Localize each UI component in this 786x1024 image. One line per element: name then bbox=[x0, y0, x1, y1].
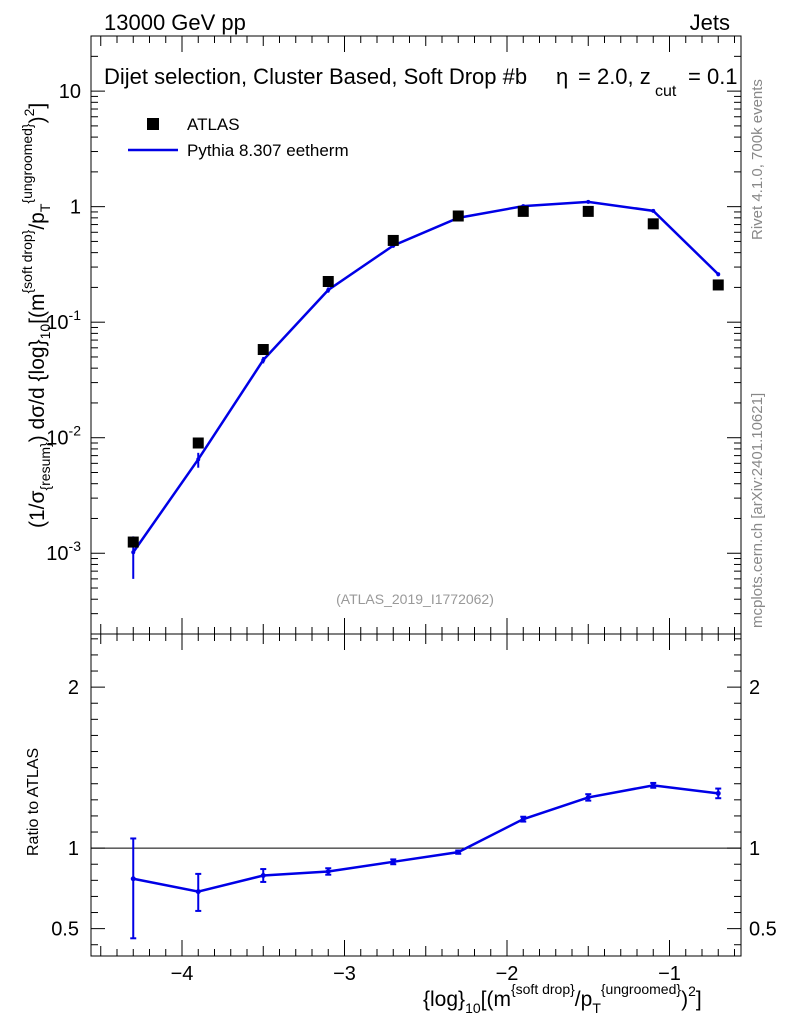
ratio-point bbox=[455, 849, 461, 855]
mc-point bbox=[716, 272, 721, 277]
mc-point bbox=[131, 550, 136, 555]
ratio-ylabel: Ratio to ATLAS bbox=[25, 748, 42, 856]
atlas-data-point bbox=[192, 437, 204, 449]
x-axis-label-text: {log}10[(m{soft drop}/pT{ungroomed})2] bbox=[423, 981, 702, 1016]
main-ytick-label: 10-1 bbox=[46, 307, 81, 334]
atlas-data-point bbox=[712, 279, 724, 291]
ratio-point bbox=[325, 868, 331, 874]
legend-data-marker bbox=[147, 118, 159, 130]
ratio-ytick-label-right: 2 bbox=[749, 677, 760, 699]
ratio-point bbox=[260, 873, 266, 878]
atlas-data-point bbox=[387, 234, 399, 246]
main-ytick-label: 10 bbox=[59, 81, 81, 103]
ratio-axis-ticks: 0.5 0.5 1 1 2 2 bbox=[51, 638, 777, 946]
main-ylabel: (1/σ{resum}) dσ/d {log}10[(m{soft drop}/… bbox=[19, 103, 53, 528]
atlas-data-point bbox=[127, 536, 139, 548]
mcplots-label: mcplots.cern.ch [arXiv:2401.10621] bbox=[749, 393, 766, 628]
ratio-ytick-label-left: 0.5 bbox=[51, 919, 79, 941]
mc-point bbox=[196, 457, 201, 462]
selection-title-text: Dijet selection, Cluster Based, Soft Dro… bbox=[104, 64, 527, 89]
params-eta: = 2.0, z bbox=[578, 64, 651, 89]
main-ylabel-text: (1/σ{resum}) dσ/d {log}10[(m{soft drop}/… bbox=[19, 103, 53, 528]
atlas-data-point bbox=[257, 344, 269, 356]
x-tick-label: −4 bbox=[171, 963, 194, 985]
mc-point bbox=[586, 199, 591, 204]
main-ytick-label: 10-2 bbox=[46, 423, 81, 450]
selection-title: Dijet selection, Cluster Based, Soft Dro… bbox=[104, 64, 527, 89]
mc-line bbox=[132, 200, 720, 553]
atlas-data-point bbox=[647, 218, 659, 230]
ratio-ytick-label-left: 2 bbox=[68, 677, 79, 699]
params-cut-sub: cut bbox=[655, 83, 677, 100]
eta-symbol: η bbox=[556, 64, 568, 89]
x-tick-label: −3 bbox=[333, 963, 356, 985]
x-axis-ticks: −4 −3 −2 −1 bbox=[100, 36, 735, 985]
main-series-group bbox=[127, 199, 724, 579]
legend-data-label: ATLAS bbox=[187, 115, 240, 134]
atlas-data-point bbox=[517, 205, 529, 217]
ratio-ytick-label-right: 0.5 bbox=[749, 919, 777, 941]
ratio-ytick-label-left: 1 bbox=[68, 838, 79, 860]
ratio-ytick-label-right: 1 bbox=[749, 838, 760, 860]
params-zcut: = 0.1 bbox=[688, 64, 738, 89]
rivet-label: Rivet 4.1.0, 700k events bbox=[749, 79, 766, 240]
ratio-line bbox=[133, 784, 719, 893]
ratio-point bbox=[650, 782, 656, 788]
mc-point bbox=[326, 287, 331, 292]
analysis-tag: (ATLAS_2019_I1772062) bbox=[336, 591, 494, 607]
ratio-point bbox=[715, 790, 721, 796]
atlas-data-point bbox=[322, 275, 334, 287]
process-label: Jets bbox=[690, 10, 730, 35]
legend-mc-label: Pythia 8.307 eetherm bbox=[187, 141, 349, 160]
atlas-data-point bbox=[582, 205, 594, 217]
ratio-point bbox=[390, 859, 396, 865]
main-ytick-label: 1 bbox=[70, 197, 81, 219]
ratio-point bbox=[195, 889, 201, 895]
atlas-data-point bbox=[452, 210, 464, 222]
x-axis-label: {log}10[(m{soft drop}/pT{ungroomed})2] bbox=[423, 981, 702, 1016]
energy-label: 13000 GeV pp bbox=[104, 10, 246, 35]
main-ytick-label: 10-3 bbox=[46, 538, 81, 565]
ratio-panel-frame bbox=[90, 633, 742, 957]
x-tick-label: −2 bbox=[496, 963, 519, 985]
main-axis-ticks: 10-3 10-2 10-1 1 10 bbox=[46, 35, 741, 635]
ratio-point bbox=[130, 876, 136, 882]
mc-point bbox=[651, 208, 656, 213]
selection-params: = 2.0, z bbox=[578, 64, 651, 89]
ratio-series-group bbox=[130, 781, 722, 940]
mc-point bbox=[261, 358, 266, 363]
ratio-point bbox=[520, 816, 526, 822]
x-tick-label: −1 bbox=[658, 963, 681, 985]
ratio-point bbox=[585, 794, 591, 800]
